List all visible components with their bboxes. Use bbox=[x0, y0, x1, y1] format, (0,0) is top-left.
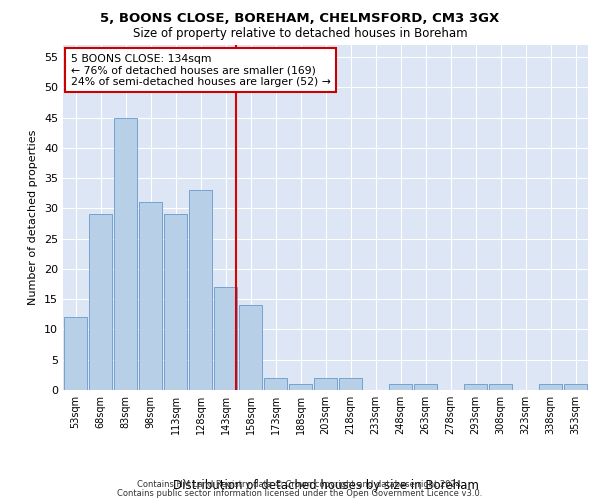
Bar bbox=[64, 318, 87, 390]
Bar bbox=[464, 384, 487, 390]
Bar bbox=[339, 378, 362, 390]
X-axis label: Distribution of detached houses by size in Boreham: Distribution of detached houses by size … bbox=[173, 478, 478, 492]
Bar bbox=[389, 384, 412, 390]
Text: 5 BOONS CLOSE: 134sqm
← 76% of detached houses are smaller (169)
24% of semi-det: 5 BOONS CLOSE: 134sqm ← 76% of detached … bbox=[71, 54, 331, 87]
Bar bbox=[89, 214, 112, 390]
Text: 5, BOONS CLOSE, BOREHAM, CHELMSFORD, CM3 3GX: 5, BOONS CLOSE, BOREHAM, CHELMSFORD, CM3… bbox=[100, 12, 500, 26]
Text: Contains HM Land Registry data © Crown copyright and database right 2024.: Contains HM Land Registry data © Crown c… bbox=[137, 480, 463, 489]
Bar bbox=[564, 384, 587, 390]
Text: Size of property relative to detached houses in Boreham: Size of property relative to detached ho… bbox=[133, 28, 467, 40]
Bar bbox=[289, 384, 312, 390]
Bar bbox=[264, 378, 287, 390]
Bar bbox=[489, 384, 512, 390]
Bar bbox=[114, 118, 137, 390]
Bar bbox=[414, 384, 437, 390]
Bar bbox=[539, 384, 562, 390]
Bar bbox=[214, 287, 237, 390]
Text: Contains public sector information licensed under the Open Government Licence v3: Contains public sector information licen… bbox=[118, 488, 482, 498]
Bar bbox=[314, 378, 337, 390]
Bar bbox=[139, 202, 162, 390]
Bar bbox=[164, 214, 187, 390]
Y-axis label: Number of detached properties: Number of detached properties bbox=[28, 130, 38, 305]
Bar bbox=[189, 190, 212, 390]
Bar bbox=[239, 306, 262, 390]
